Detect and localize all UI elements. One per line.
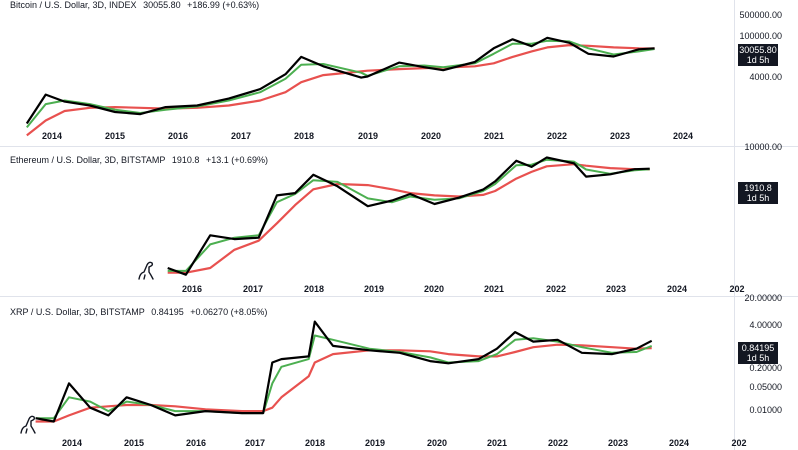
series-line-price-pane-1 <box>25 36 655 125</box>
badge-price: 1910.8 <box>744 183 772 193</box>
series-line-fast-ma-pane-1 <box>26 39 655 129</box>
ethereum-symbol: Ethereum / U.S. Dollar, 3D, BITSTAMP <box>10 155 166 165</box>
dinosaur-logo-icon <box>20 415 36 434</box>
series-line-slow-ma-pane-3 <box>35 343 652 423</box>
x-tick: 202 <box>729 284 745 294</box>
x-tick: 2022 <box>545 284 567 294</box>
price-scale-divider <box>734 0 735 450</box>
x-tick: 2020 <box>423 284 445 294</box>
y-tick: 4000.00 <box>749 72 782 82</box>
series-line-price-pane-3 <box>35 320 653 423</box>
badge-price: 0.84195 <box>741 343 775 353</box>
bitcoin-pane[interactable]: Bitcoin / U.S. Dollar, 3D, INDEX 30055.8… <box>0 0 798 146</box>
pane-divider <box>0 146 798 147</box>
xrp-change: +0.06270 (+8.05%) <box>190 307 268 317</box>
series-line-fast-ma-pane-2 <box>167 158 650 272</box>
y-tick: 20.00000 <box>744 293 782 303</box>
x-tick: 2019 <box>364 438 386 448</box>
ethereum-legend: Ethereum / U.S. Dollar, 3D, BITSTAMP 191… <box>10 155 272 165</box>
y-tick: 0.20000 <box>749 363 782 373</box>
xrp-symbol: XRP / U.S. Dollar, 3D, BITSTAMP <box>10 307 145 317</box>
x-tick: 2016 <box>181 284 203 294</box>
series-line-slow-ma-pane-2 <box>167 163 650 274</box>
x-tick: 2016 <box>185 438 207 448</box>
x-tick: 2017 <box>244 438 266 448</box>
x-tick: 2019 <box>363 284 385 294</box>
x-tick: 2019 <box>357 131 379 141</box>
y-tick: 10000.00 <box>744 142 782 152</box>
y-tick: 500000.00 <box>739 10 782 20</box>
x-tick: 2017 <box>230 131 252 141</box>
x-tick: 2020 <box>426 438 448 448</box>
x-tick: 2021 <box>483 131 505 141</box>
bitcoin-legend: Bitcoin / U.S. Dollar, 3D, INDEX 30055.8… <box>10 0 263 10</box>
series-line-slow-ma-pane-1 <box>26 44 655 137</box>
x-tick: 2018 <box>293 131 315 141</box>
badge-countdown: 1d 5h <box>746 193 770 203</box>
x-tick: 2024 <box>672 131 694 141</box>
bitcoin-price-badge: 30055.80 1d 5h <box>738 44 778 66</box>
x-tick: 2022 <box>547 438 569 448</box>
badge-price: 30055.80 <box>739 45 777 55</box>
ethereum-change: +13.1 (+0.69%) <box>205 155 268 165</box>
x-tick: 202 <box>731 438 747 448</box>
x-tick: 2024 <box>668 438 690 448</box>
x-tick: 2017 <box>242 284 264 294</box>
y-tick: 100000.00 <box>739 31 782 41</box>
ethereum-pane[interactable]: Ethereum / U.S. Dollar, 3D, BITSTAMP 191… <box>0 142 798 296</box>
x-tick: 2021 <box>483 284 505 294</box>
pane-divider <box>0 296 798 297</box>
xrp-last: 0.84195 <box>151 307 184 317</box>
xrp-legend: XRP / U.S. Dollar, 3D, BITSTAMP 0.84195 … <box>10 307 271 317</box>
x-tick: 2014 <box>61 438 83 448</box>
x-tick: 2023 <box>607 438 629 448</box>
x-tick: 2015 <box>123 438 145 448</box>
x-tick: 2020 <box>420 131 442 141</box>
bitcoin-symbol: Bitcoin / U.S. Dollar, 3D, INDEX <box>10 0 137 10</box>
x-tick: 2021 <box>486 438 508 448</box>
dinosaur-logo-icon <box>138 261 154 280</box>
x-tick: 2022 <box>546 131 568 141</box>
ethereum-price-badge: 1910.8 1d 5h <box>738 182 778 204</box>
x-tick: 2018 <box>304 438 326 448</box>
y-tick: 4.00000 <box>749 320 782 330</box>
xrp-price-badge: 0.84195 1d 5h <box>738 342 778 364</box>
x-tick: 2018 <box>303 284 325 294</box>
xrp-pane[interactable]: XRP / U.S. Dollar, 3D, BITSTAMP 0.84195 … <box>0 293 798 450</box>
badge-countdown: 1d 5h <box>746 353 770 363</box>
x-tick: 2016 <box>167 131 189 141</box>
x-tick: 2014 <box>41 131 63 141</box>
y-tick: 0.05000 <box>749 382 782 392</box>
bitcoin-change: +186.99 (+0.63%) <box>187 0 260 10</box>
x-tick: 2023 <box>609 131 631 141</box>
x-tick: 2023 <box>605 284 627 294</box>
ethereum-last: 1910.8 <box>171 155 200 165</box>
series-line-price-pane-2 <box>167 156 650 276</box>
x-tick: 2024 <box>666 284 688 294</box>
x-tick: 2015 <box>104 131 126 141</box>
bitcoin-last: 30055.80 <box>143 0 181 10</box>
y-tick: 0.01000 <box>749 405 782 415</box>
badge-countdown: 1d 5h <box>746 55 770 65</box>
